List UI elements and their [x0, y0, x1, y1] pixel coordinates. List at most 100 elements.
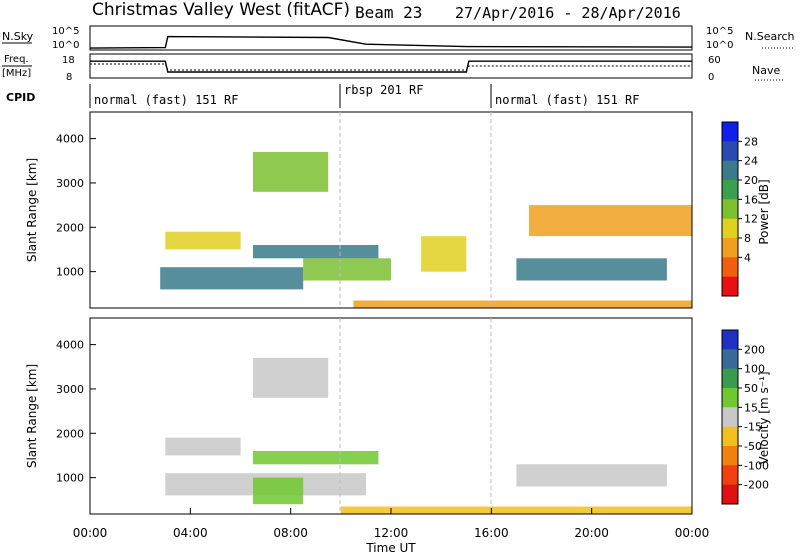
velocity-colorbar: 200 100 50 15 -15 -50 -100 -200 — [721, 329, 769, 505]
plot-title: Christmas Valley West (fitACF) — [92, 0, 350, 20]
power-region-5 — [421, 236, 467, 272]
freq-unit-label: [MHz] — [2, 68, 31, 79]
cpid-label: CPID — [6, 91, 35, 104]
power-colorbar-swatch — [722, 276, 738, 297]
velocity-region-2 — [253, 357, 329, 398]
power-colorbar-tick-label: 28 — [744, 135, 758, 148]
power-colorbar-swatch — [722, 180, 738, 200]
velocity-region-5 — [516, 464, 667, 487]
velocity-colorbar-tick-label: -200 — [744, 479, 769, 492]
velocity-region-1 — [253, 477, 304, 505]
cpid-segment-1: normal (fast) 151 RF — [94, 93, 239, 107]
xtick-label: 00:00 — [675, 526, 710, 540]
nave-tick-bottom: 0 — [708, 72, 714, 83]
frequency-line — [90, 60, 692, 73]
power-colorbar-tick-label: 12 — [744, 213, 758, 226]
velocity-colorbar-label: Velocity [m s⁻¹] — [757, 371, 771, 464]
cpid-segment-2: rbsp 201 RF — [344, 83, 423, 97]
power-colorbar-tick-label: 20 — [744, 174, 758, 187]
noise-sky-line — [89, 35, 693, 49]
power-region-2 — [165, 231, 241, 250]
power-panel: 4000 3000 2000 1000 Slant Range [km] — [25, 111, 693, 309]
power-colorbar-swatch — [722, 257, 738, 278]
xtick-label: 00:00 — [73, 526, 108, 540]
velocity-colorbar-tick-label: 200 — [744, 343, 765, 356]
power-colorbar-swatch — [722, 238, 738, 258]
power-colorbar-tick-label: 8 — [744, 232, 751, 245]
time-axis-label: Time UT — [365, 541, 416, 554]
time-axis: 00:00 04:00 08:00 12:00 16:00 20:00 00:00 — [73, 508, 710, 540]
xtick-label: 20:00 — [574, 526, 609, 540]
nave-label: Nave — [752, 64, 780, 77]
velocity-colorbar-swatch — [722, 484, 738, 505]
velocity-colorbar-tick-label: 15 — [744, 401, 758, 414]
power-colorbar-label: Power [dB] — [757, 179, 771, 244]
power-ytick-label: 1000 — [56, 266, 84, 279]
velocity-colorbar-frame — [721, 329, 739, 505]
date-range: 27/Apr/2016 - 28/Apr/2016 — [455, 4, 681, 22]
nave-tick-top: 60 — [708, 55, 721, 66]
freq-tick-bottom: 8 — [66, 72, 72, 83]
power-colorbar-swatch — [722, 141, 738, 162]
velocity-ytick-label: 4000 — [56, 339, 84, 352]
velocity-colorbar-swatch — [722, 349, 738, 370]
velocity-colorbar-tick-label: 50 — [744, 382, 758, 395]
noise-tick-left-top: 10^5 — [52, 26, 79, 37]
velocity-colorbar-tick-label: -100 — [744, 459, 769, 472]
velocity-colorbar-swatch — [722, 426, 738, 447]
power-region-6 — [516, 258, 667, 281]
velocity-ytick-label: 1000 — [56, 472, 84, 485]
power-colorbar-frame — [721, 121, 739, 297]
power-region-4 — [253, 245, 379, 259]
velocity-ytick-label: 2000 — [56, 427, 84, 440]
power-colorbar-swatch — [722, 199, 738, 220]
power-ylabel: Slant Range [km] — [25, 158, 39, 262]
power-heatmap — [160, 151, 692, 308]
nave-line — [90, 63, 692, 71]
xtick-label: 04:00 — [173, 526, 208, 540]
velocity-colorbar-swatch — [722, 407, 738, 428]
power-region-7 — [529, 205, 692, 237]
beam-label: Beam 23 — [355, 3, 422, 22]
noise-tick-left-bottom: 10^0 — [52, 40, 79, 51]
noise-sky-label: N.Sky — [2, 30, 34, 43]
frequency-panel: Freq. [MHz] 18 8 60 0 Nave — [2, 53, 785, 83]
power-colorbar-swatch — [722, 122, 738, 142]
power-region-1 — [303, 258, 391, 281]
velocity-colorbar-swatch — [722, 446, 738, 466]
power-region-8 — [353, 300, 692, 308]
velocity-region-6 — [340, 506, 692, 514]
velocity-colorbar-tick-label: -15 — [744, 421, 762, 434]
noise-tick-right-top: 10^5 — [706, 26, 733, 37]
noise-panel: N.Sky 10^5 10^0 10^5 10^0 N.Search — [2, 25, 795, 51]
velocity-region-4 — [165, 437, 241, 456]
velocity-colorbar-tick-label: -50 — [744, 440, 762, 453]
power-region-3 — [253, 151, 329, 192]
power-colorbar-swatch — [722, 160, 738, 181]
noise-search-label: N.Search — [745, 30, 795, 43]
velocity-ytick-label: 3000 — [56, 383, 84, 396]
freq-label: Freq. — [4, 54, 29, 65]
power-colorbar-tick-label: 24 — [744, 155, 758, 168]
power-ytick-label: 3000 — [56, 177, 84, 190]
velocity-colorbar-tick-label: 100 — [744, 363, 765, 376]
velocity-panel: 4000 3000 2000 1000 Slant Range [km] — [25, 317, 693, 515]
xtick-label: 12:00 — [374, 526, 409, 540]
velocity-colorbar-swatch — [722, 330, 738, 350]
power-ytick-label: 4000 — [56, 133, 84, 146]
cpid-panel: CPID normal (fast) 151 RF rbsp 201 RF no… — [6, 83, 640, 108]
cpid-segment-3: normal (fast) 151 RF — [495, 93, 640, 107]
power-colorbar-tick-label: 4 — [744, 251, 751, 264]
velocity-region-3 — [253, 451, 379, 465]
power-region-0 — [160, 267, 304, 290]
velocity-heatmap — [165, 357, 692, 514]
power-colorbar: 28 24 20 16 12 8 4 — [721, 121, 758, 297]
velocity-colorbar-swatch — [722, 388, 738, 408]
velocity-colorbar-swatch — [722, 368, 738, 389]
freq-tick-top: 18 — [62, 55, 75, 66]
velocity-ylabel: Slant Range [km] — [25, 364, 39, 468]
power-colorbar-swatch — [722, 218, 738, 239]
xtick-label: 16:00 — [474, 526, 509, 540]
noise-tick-right-bottom: 10^0 — [706, 40, 733, 51]
